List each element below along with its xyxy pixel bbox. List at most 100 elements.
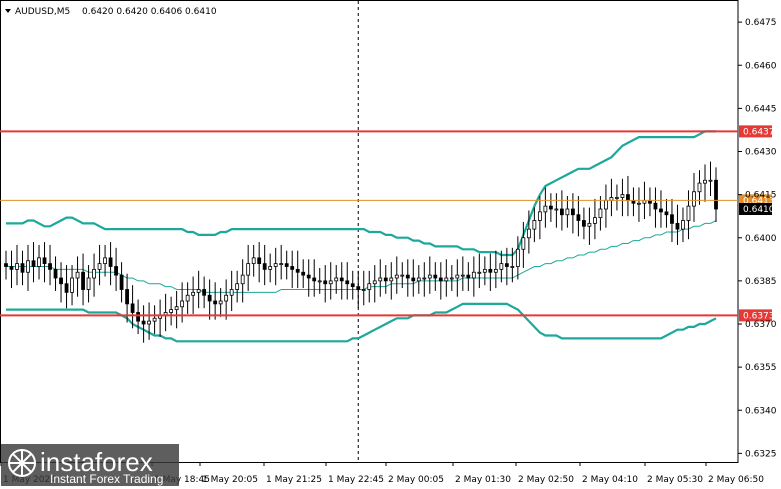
candle: [664, 198, 669, 228]
logo-emblem-icon: [8, 449, 36, 477]
candle-body: [378, 277, 383, 282]
candle-body: [576, 214, 581, 221]
candle: [4, 250, 8, 280]
candle-body: [482, 268, 487, 273]
candle-body: [488, 268, 493, 273]
candle: [114, 247, 118, 291]
candle: [422, 262, 427, 297]
candle-body: [526, 228, 531, 239]
candle-body: [548, 205, 553, 210]
candle: [455, 259, 460, 297]
candle: [246, 244, 251, 291]
level-tag-label: 0.6373: [743, 311, 775, 321]
candle: [213, 282, 218, 320]
y-tick-label: 0.6415: [745, 191, 777, 201]
candle-body: [317, 280, 322, 283]
y-tick-label: 0.6340: [745, 406, 777, 416]
y-tick-label: 0.6400: [745, 234, 777, 244]
candle: [548, 193, 553, 222]
y-tick-label: 0.6430: [745, 148, 777, 158]
candle: [268, 253, 273, 283]
candle: [400, 262, 405, 289]
candle: [64, 265, 69, 309]
candle-body: [185, 294, 190, 302]
candle: [185, 282, 190, 314]
candle: [9, 250, 14, 289]
candle: [301, 259, 306, 289]
logo-tagline: Instant Forex Trading: [50, 472, 163, 486]
candle: [42, 242, 47, 283]
candle: [537, 196, 542, 240]
candle: [229, 270, 234, 312]
candle-body: [191, 291, 196, 296]
candle-body: [97, 263, 102, 270]
candle-body: [86, 277, 91, 290]
candle-body: [196, 289, 201, 293]
candle-body: [697, 182, 702, 193]
candle: [262, 244, 267, 286]
candle-body: [708, 179, 713, 182]
candle: [697, 170, 702, 205]
candle: [708, 161, 713, 197]
ohlc-readout: 0.6420 0.6420 0.6406 0.6410: [82, 7, 217, 17]
candle-body: [521, 237, 526, 250]
candle-body: [240, 274, 245, 285]
candle: [218, 288, 223, 317]
candle-body: [114, 266, 118, 276]
y-tick-label: 0.6355: [745, 363, 777, 373]
candle-body: [416, 277, 421, 282]
candle: [15, 244, 19, 286]
x-tick-label: 1 May 20:05: [202, 475, 258, 485]
y-tick-label: 0.6475: [745, 18, 777, 28]
logo-brand-text: instaforex: [40, 447, 153, 477]
candle-body: [604, 199, 608, 210]
candle: [427, 256, 432, 294]
candle: [152, 305, 157, 335]
candle: [532, 207, 537, 243]
candle: [75, 256, 80, 297]
candle-body: [180, 300, 185, 308]
candle: [714, 167, 718, 222]
candle: [444, 259, 449, 297]
candle-body: [152, 317, 157, 322]
candle-body: [389, 277, 394, 282]
candle: [136, 299, 140, 335]
plot-area: [0, 0, 739, 463]
candle-body: [4, 263, 8, 267]
candle-body: [213, 300, 218, 305]
candle: [141, 305, 146, 343]
candle-body: [273, 263, 278, 267]
x-tick-label: 2 May 02:50: [518, 475, 574, 485]
x-tick-label: 2 May 00:05: [388, 475, 444, 485]
candle-body: [620, 194, 625, 198]
candle: [328, 262, 333, 300]
candle-body: [42, 257, 47, 265]
candle: [615, 184, 619, 211]
candle: [20, 250, 25, 286]
candle: [416, 265, 421, 294]
candle-body: [108, 257, 113, 267]
candle: [637, 187, 641, 222]
middle-band-line: [6, 220, 717, 293]
y-tick-label: 0.6325: [745, 449, 777, 459]
candle: [378, 259, 383, 297]
candle-body: [554, 208, 559, 211]
candle: [460, 256, 465, 291]
candle-body: [405, 274, 410, 279]
candle-body: [361, 289, 366, 291]
candle: [394, 256, 399, 294]
candle-body: [81, 271, 85, 290]
candle: [510, 247, 515, 283]
candle-body: [637, 202, 641, 205]
candle-body: [427, 274, 432, 279]
candle: [119, 262, 124, 303]
candle-body: [532, 220, 537, 230]
candle: [37, 244, 41, 280]
level-tag-label: 0.6413: [743, 196, 775, 206]
candle: [48, 244, 52, 286]
symbol-label: AUDUSD,M5: [15, 7, 70, 17]
candle-body: [218, 300, 223, 305]
candle: [31, 242, 36, 283]
level-tag: [739, 125, 772, 138]
candle: [86, 265, 91, 303]
